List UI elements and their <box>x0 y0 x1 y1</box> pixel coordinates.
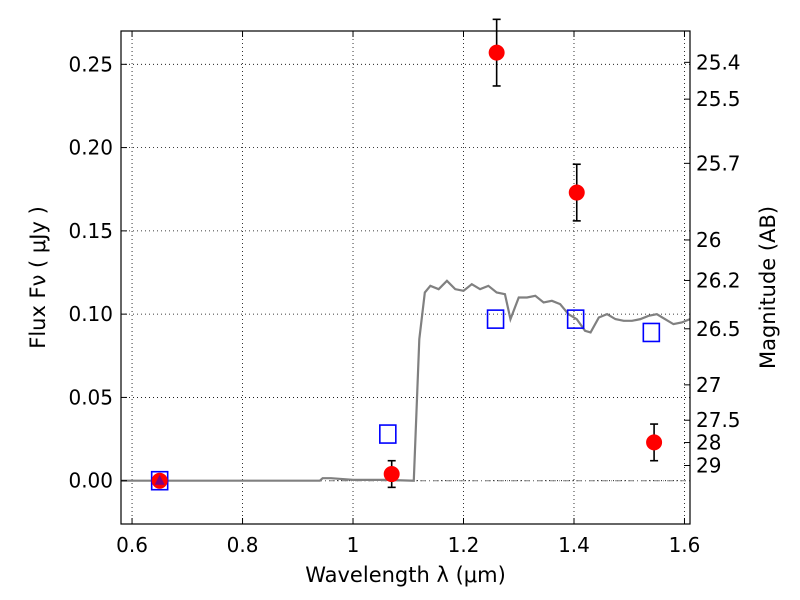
x-tick-label: 0.8 <box>227 533 259 557</box>
y-right-axis-title: Magnitude (AB) <box>756 206 780 369</box>
data-marks <box>150 18 663 491</box>
y-tick-label: 0.20 <box>68 136 113 160</box>
grid <box>121 31 690 524</box>
y-tick-label: 0.15 <box>68 219 113 243</box>
observed-point <box>488 44 505 61</box>
axis-ticks: 0.6 0.8 1 1.2 1.4 1.6 0.00 0.05 0.10 0.15 0.20 0.25… <box>68 31 741 557</box>
y-tick-label: 0.00 <box>68 469 113 493</box>
y-axis-title: Flux Fν ( μJy ) <box>26 206 50 349</box>
x-tick-label: 1.4 <box>558 533 590 557</box>
model-sed-line <box>121 279 691 482</box>
y-right-tick-label: 29 <box>696 454 721 478</box>
y-right-tick-label: 25.5 <box>696 87 741 111</box>
y-right-tick-label: 27 <box>696 373 721 397</box>
observed-point <box>646 434 663 451</box>
y-right-tick-label: 26.5 <box>696 317 741 341</box>
model-photometry-square <box>566 309 585 329</box>
y-right-tick-label: 26.2 <box>696 268 741 292</box>
model-photometry-square <box>379 424 397 444</box>
y-tick-label: 0.05 <box>68 385 113 409</box>
y-right-tick-label: 26 <box>696 228 721 252</box>
y-tick-label: 0.25 <box>68 52 113 76</box>
x-tick-label: 1.6 <box>669 533 701 557</box>
x-tick-label: 1 <box>347 533 360 557</box>
y-right-tick-label: 25.7 <box>696 151 741 175</box>
model-photometry-square <box>486 309 505 329</box>
x-tick-label: 0.6 <box>116 533 148 557</box>
plot-frame <box>120 30 691 525</box>
observed-point <box>568 184 585 201</box>
model-photometry-square <box>642 322 661 343</box>
y-right-tick-label: 27.5 <box>696 408 741 432</box>
observed-point <box>383 466 400 483</box>
y-tick-label: 0.10 <box>68 302 113 326</box>
y-right-tick-label: 25.4 <box>696 50 741 74</box>
upper-limit-triangle <box>154 474 165 485</box>
x-tick-label: 1.2 <box>448 533 480 557</box>
x-axis-title: Wavelength λ (μm) <box>305 563 506 587</box>
y-right-tick-label: 28 <box>696 431 721 455</box>
